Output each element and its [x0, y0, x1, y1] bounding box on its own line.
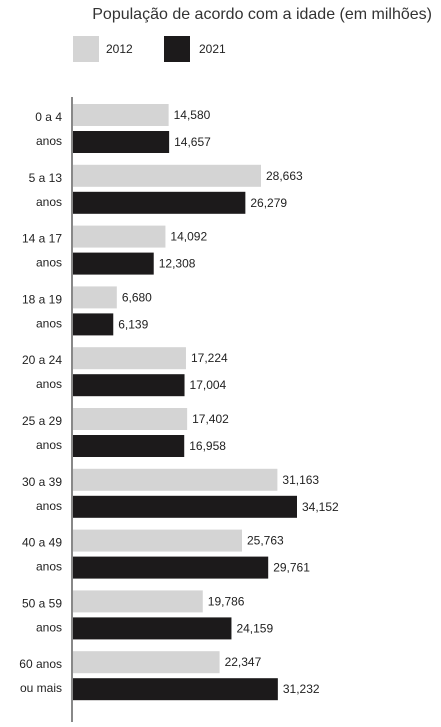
category-label-9-line-0: 60 anos: [19, 657, 62, 671]
bar-2021-3: [73, 313, 114, 336]
value-label-2021-2: 12,308: [159, 257, 196, 271]
category-label-7-line-1: anos: [36, 560, 62, 574]
category-label-1-line-1: anos: [36, 195, 62, 209]
category-label-5-line-0: 25 a 29: [22, 414, 62, 428]
category-label-8-line-1: anos: [36, 620, 62, 634]
bar-2012-4: [73, 347, 186, 370]
chart-title: População de acordo com a idade (em milh…: [92, 6, 432, 23]
value-label-2021-7: 29,761: [273, 561, 310, 575]
value-label-2012-4: 17,224: [191, 351, 228, 365]
bar-2021-9: [73, 678, 278, 701]
legend-label-2012: 2012: [106, 42, 133, 56]
bar-2021-7: [73, 556, 269, 579]
category-label-8-line-0: 50 a 59: [22, 596, 62, 610]
category-label-0-line-1: anos: [36, 134, 62, 148]
value-label-2021-8: 24,159: [236, 621, 273, 635]
category-label-6-line-1: anos: [36, 499, 62, 513]
bar-2012-9: [73, 651, 220, 674]
value-label-2012-7: 25,763: [247, 534, 284, 548]
category-label-4-line-0: 20 a 24: [22, 353, 62, 367]
legend-swatch-2021: [164, 36, 190, 62]
value-label-2012-9: 22,347: [225, 655, 262, 669]
value-label-2012-6: 31,163: [282, 473, 319, 487]
bar-2012-2: [73, 225, 166, 248]
category-label-1-line-0: 5 a 13: [29, 171, 63, 185]
value-label-2021-0: 14,657: [174, 135, 211, 149]
bar-2012-7: [73, 529, 242, 552]
legend-swatch-2012: [73, 36, 99, 62]
value-label-2012-3: 6,680: [122, 290, 152, 304]
bar-2012-8: [73, 590, 203, 613]
value-label-2012-2: 14,092: [170, 230, 207, 244]
category-label-4-line-1: anos: [36, 377, 62, 391]
bar-2021-8: [73, 617, 232, 640]
value-label-2021-1: 26,279: [250, 196, 287, 210]
bar-2021-4: [73, 374, 185, 397]
value-label-2012-0: 14,580: [174, 108, 211, 122]
value-label-2021-4: 17,004: [190, 378, 227, 392]
bar-2012-5: [73, 408, 188, 430]
category-labels: 0 a 4 anos 5 a 13 anos 14 a 17 anos 18 a 19 ano…: [19, 110, 62, 695]
category-label-2-line-1: anos: [36, 256, 62, 270]
value-label-2021-3: 6,139: [118, 317, 148, 331]
value-label-2012-8: 19,786: [208, 594, 245, 608]
bar-2021-5: [73, 435, 185, 457]
bars: [73, 104, 297, 701]
category-label-7-line-0: 40 a 49: [22, 536, 62, 550]
bar-2021-0: [73, 131, 170, 153]
category-label-2-line-0: 14 a 17: [22, 232, 62, 246]
bar-2012-0: [73, 104, 169, 126]
legend-label-2021: 2021: [199, 42, 226, 56]
category-label-6-line-0: 30 a 39: [22, 475, 62, 489]
value-labels: 14,580 14,657 28,663 26,279 14,092 12,308 6,68…: [118, 108, 339, 696]
category-label-3-line-0: 18 a 19: [22, 292, 62, 306]
category-label-9-line-1: ou mais: [20, 681, 62, 695]
value-label-2021-9: 31,232: [283, 682, 320, 696]
category-label-0-line-0: 0 a 4: [35, 110, 62, 124]
bar-2012-6: [73, 468, 278, 491]
category-label-5-line-1: anos: [36, 438, 62, 452]
bar-2012-1: [73, 164, 261, 187]
bar-2021-1: [73, 191, 246, 214]
bar-2012-3: [73, 286, 117, 309]
value-label-2012-5: 17,402: [192, 412, 229, 426]
category-label-3-line-1: anos: [36, 316, 62, 330]
value-label-2021-5: 16,958: [189, 439, 226, 453]
bar-2021-2: [73, 252, 154, 275]
bar-2021-6: [73, 495, 297, 518]
value-label-2012-1: 28,663: [266, 169, 303, 183]
value-label-2021-6: 34,152: [302, 500, 339, 514]
legend: 2012 2021: [73, 36, 226, 62]
